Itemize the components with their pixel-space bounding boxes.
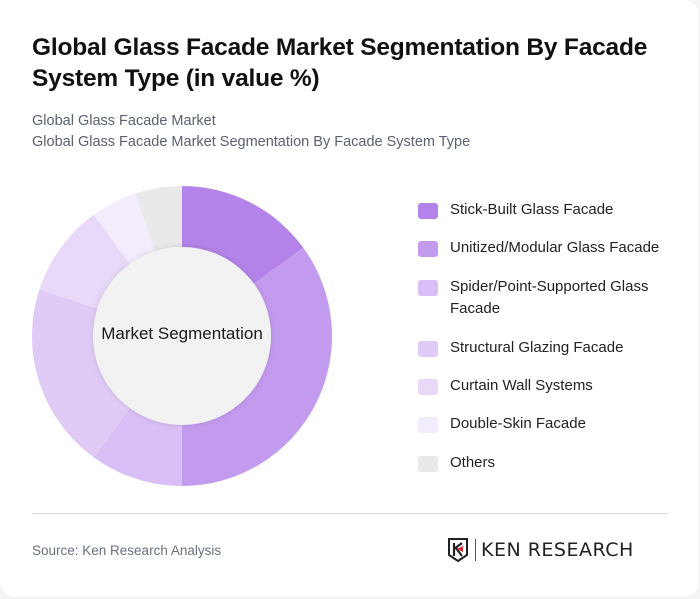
donut-chart <box>31 186 332 486</box>
legend-item-others[interactable]: Others <box>418 452 675 474</box>
legend-swatch <box>418 241 438 257</box>
legend-swatch <box>418 456 438 472</box>
footer-divider <box>32 513 668 514</box>
legend-label: Unitized/Modular Glass Facade <box>450 239 660 256</box>
breadcrumb-market: Global Glass Facade Market <box>32 113 216 129</box>
breadcrumb-segmentation: Global Glass Facade Market Segmentation … <box>32 134 471 150</box>
legend-item-spider[interactable]: Spider/Point-Supported Glass Facade <box>418 276 675 320</box>
donut-hole <box>93 247 271 425</box>
legend-swatch <box>418 341 438 357</box>
logo-separator <box>475 539 476 561</box>
legend-label: Others <box>450 454 496 471</box>
legend-label: Stick-Built Glass Facade <box>450 201 614 218</box>
legend-label: Double-Skin Facade <box>450 415 586 432</box>
legend-swatch <box>418 417 438 433</box>
donut-center-label: Market Segmentation <box>101 324 263 343</box>
logo-text: KEN RESEARCH <box>481 539 634 561</box>
legend-label: Structural Glazing Facade <box>450 339 624 356</box>
ken-research-logo[interactable]: KEN RESEARCH <box>447 537 634 563</box>
legend-item-curtain-wall[interactable]: Curtain Wall Systems <box>418 375 675 397</box>
ken-shield-icon <box>448 538 468 563</box>
source-note: Source: Ken Research Analysis <box>32 543 222 558</box>
legend-swatch <box>418 203 438 219</box>
page-title: Global Glass Facade Market Segmentation … <box>32 34 648 92</box>
legend-item-double-skin[interactable]: Double-Skin Facade <box>418 413 675 435</box>
legend-item-unitized[interactable]: Unitized/Modular Glass Facade <box>418 237 675 259</box>
legend-item-stick-built[interactable]: Stick-Built Glass Facade <box>418 199 675 221</box>
legend-swatch <box>418 280 438 296</box>
legend-label: Spider/Point-Supported Glass Facade <box>450 278 649 317</box>
legend-label: Curtain Wall Systems <box>450 377 593 394</box>
legend-swatch <box>418 379 438 395</box>
legend-item-structural-glazing[interactable]: Structural Glazing Facade <box>418 337 675 359</box>
